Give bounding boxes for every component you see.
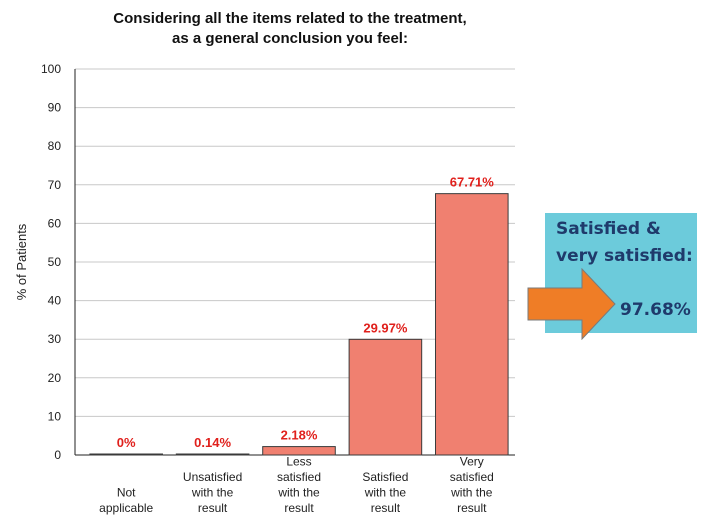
x-tick-label: with the [191, 486, 234, 500]
x-tick-label: result [371, 501, 401, 515]
chart-title-line-2: as a general conclusion you feel: [172, 30, 408, 47]
x-tick-label: Satisfied [362, 470, 408, 484]
y-tick-label: 30 [48, 332, 62, 346]
x-tick-label: Less [286, 455, 311, 469]
y-tick-label: 80 [48, 139, 62, 153]
y-tick-label: 100 [41, 62, 61, 76]
data-label: 0.14% [194, 435, 231, 450]
x-tick-label: with the [364, 486, 407, 500]
data-label: 67.71% [450, 175, 495, 190]
x-tick-label: with the [450, 486, 493, 500]
bar [435, 193, 509, 456]
callout-line-2: very satisfied: [556, 246, 693, 266]
x-tick-label: with the [277, 486, 320, 500]
bar [89, 453, 163, 456]
x-tick-label: result [198, 501, 228, 515]
callout-value: 97.68% [620, 300, 691, 320]
chart-title-line-1: Considering all the items related to the… [113, 10, 467, 27]
x-tick-label: result [284, 501, 314, 515]
bar [348, 338, 423, 456]
callout-line-1: Satisfied & [556, 219, 661, 239]
y-axis-label: % of Patients [14, 223, 29, 300]
data-label: 0% [117, 435, 136, 450]
y-tick-label: 70 [48, 178, 62, 192]
x-tick-label: satisfied [450, 470, 494, 484]
x-tick-label: Not [117, 486, 136, 500]
y-tick-label: 20 [48, 371, 62, 385]
y-tick-label: 0 [54, 448, 61, 462]
data-label: 29.97% [363, 320, 408, 335]
x-tick-label: Unsatisfied [183, 470, 242, 484]
bar [175, 453, 250, 456]
orange-arrow-icon [527, 268, 616, 340]
x-tick-label: result [457, 501, 487, 515]
data-label: 2.18% [281, 428, 318, 443]
y-tick-label: 40 [48, 294, 62, 308]
x-tick-label: satisfied [277, 470, 321, 484]
y-tick-label: 50 [48, 255, 62, 269]
y-tick-label: 10 [48, 409, 62, 423]
y-tick-label: 60 [48, 216, 62, 230]
bar [262, 446, 336, 456]
x-tick-label: applicable [99, 501, 153, 515]
x-tick-label: Very [460, 455, 484, 469]
y-tick-label: 90 [48, 101, 62, 115]
